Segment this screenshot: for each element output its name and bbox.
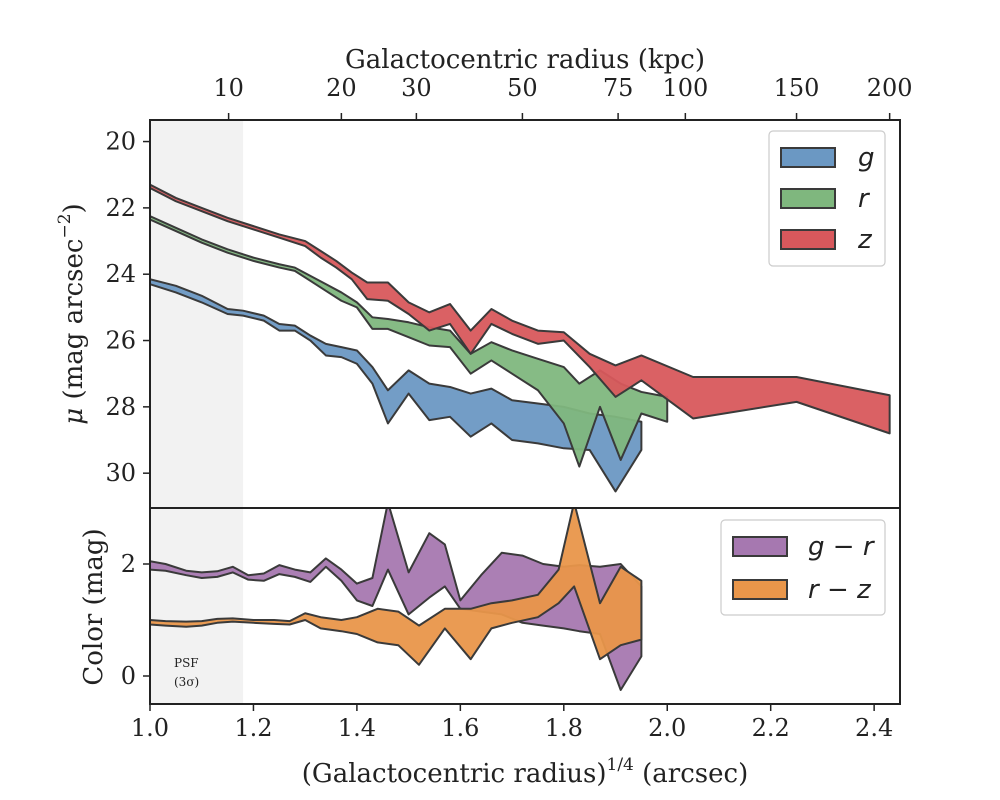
- x-tick-label: 2.4: [855, 714, 893, 742]
- legend-label: g − r: [808, 532, 876, 562]
- x-axis-label: (Galactocentric radius)1/4 (arcsec): [302, 755, 748, 789]
- band-surface-brightness-2: [150, 183, 891, 435]
- y-tick-label: 26: [105, 327, 136, 355]
- top-tick-label: 75: [603, 74, 634, 102]
- top-y-axis-label: μ (mag arcsec−2): [55, 203, 89, 424]
- y-tick-label: 20: [105, 128, 136, 156]
- y-tick-label: 0: [121, 662, 136, 690]
- top-tick-label: 20: [326, 74, 357, 102]
- legend-label: z: [857, 225, 873, 255]
- legend-surface-brightness: grz: [768, 130, 886, 267]
- x-tick-label: 1.2: [234, 714, 272, 742]
- band-color-1: [150, 508, 643, 666]
- bottom-panel-frame: [149, 507, 901, 705]
- band-surface-brightness-0: [150, 278, 643, 493]
- x-tick-label: 1.6: [441, 714, 479, 742]
- psf-sublabel: (3σ): [174, 675, 199, 689]
- top-tick-label: 30: [401, 74, 432, 102]
- y-tick-label: 28: [105, 393, 136, 421]
- psf-region-bottom: [150, 508, 244, 704]
- legend-swatch: [780, 188, 836, 209]
- y-tick-label: 30: [105, 459, 136, 487]
- psf-label: PSF: [174, 656, 199, 670]
- x-tick-label: 2.2: [752, 714, 790, 742]
- surface-brightness-bands: [150, 183, 891, 493]
- y-tick-label: 22: [105, 194, 136, 222]
- legend-label: r − z: [808, 575, 872, 605]
- legend-swatch: [732, 536, 788, 557]
- y-tick-label: 2: [121, 550, 136, 578]
- legend-color: g − r r − z: [720, 519, 886, 616]
- x-tick-label: 2.0: [648, 714, 686, 742]
- x-tick-label: 1.0: [131, 714, 169, 742]
- legend-swatch: [780, 147, 836, 168]
- top-tick-label: 200: [867, 74, 913, 102]
- legend-label: r: [858, 184, 871, 214]
- band-surface-brightness-1: [150, 215, 669, 468]
- bottom-y-axis-label: Color (mag): [79, 528, 109, 685]
- axis-ticks: 1.0 1.2 1.4 1.6 1.8 2.0 2.2 2.410 20 30 50 75 100 150…: [105, 74, 912, 742]
- top-tick-label: 50: [507, 74, 538, 102]
- legend-swatch: [780, 229, 836, 250]
- legend-swatch: [732, 579, 788, 600]
- x-tick-label: 1.4: [338, 714, 376, 742]
- x-tick-label: 1.8: [545, 714, 583, 742]
- color-bands: [150, 508, 643, 691]
- top-tick-label: 150: [774, 74, 820, 102]
- top-axis-label: Galactocentric radius (kpc): [345, 45, 705, 75]
- legend-label: g: [858, 143, 875, 173]
- y-tick-label: 24: [105, 260, 136, 288]
- top-tick-label: 10: [213, 74, 244, 102]
- top-tick-label: 100: [662, 74, 708, 102]
